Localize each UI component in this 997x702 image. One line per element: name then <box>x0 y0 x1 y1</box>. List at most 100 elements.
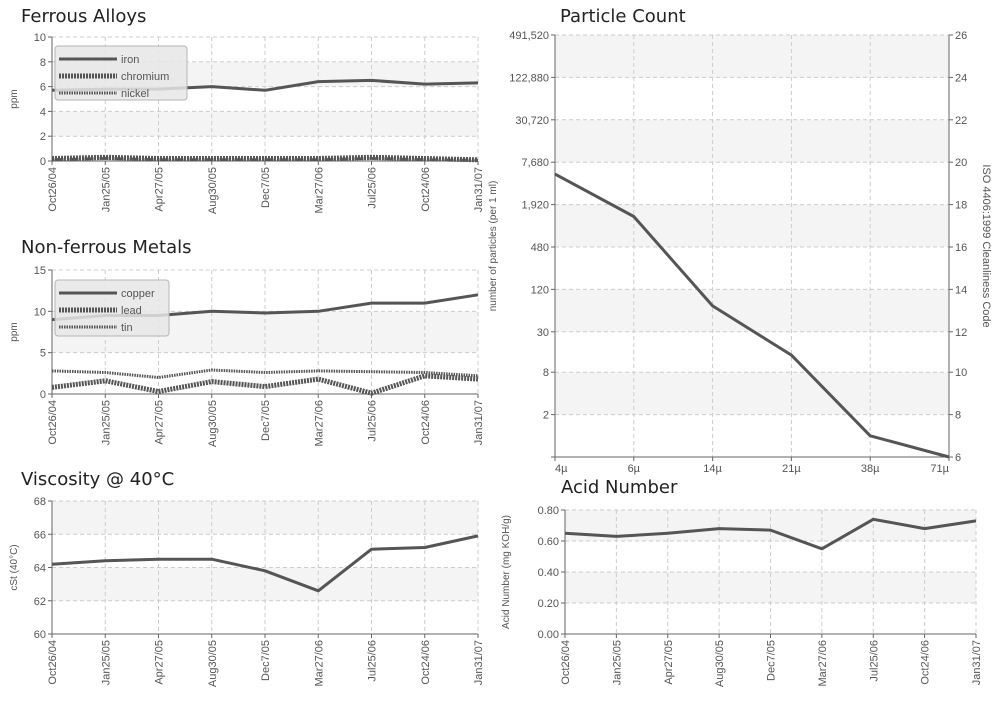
y-tick-label: 30 <box>537 327 549 339</box>
grid-band <box>555 372 949 415</box>
y-tick-label: 0.40 <box>538 567 559 579</box>
x-tick-label: Jan31/07 <box>473 400 485 445</box>
legend: copper lead tin <box>54 279 170 337</box>
series-line-nickel <box>51 157 479 162</box>
x-tick-label: Aug30/05 <box>714 640 726 687</box>
y-axis-title: number of particles (per 1 ml) <box>488 181 499 312</box>
grid-band <box>555 289 949 332</box>
y2-tick-label: 8 <box>955 410 961 422</box>
x-tick-label: Jan31/07 <box>971 640 983 685</box>
x-tick-label: Oct24/06 <box>420 167 432 212</box>
y-tick-label: 6 <box>40 82 46 94</box>
x-tick-label: Mar27/06 <box>817 640 829 686</box>
x-tick-label: Aug30/05 <box>207 640 219 687</box>
x-tick-label: Oct24/06 <box>920 640 932 685</box>
x-tick-label: Oct24/06 <box>420 640 432 685</box>
x-tick-label: Apr27/05 <box>154 167 166 212</box>
y-tick-label: 1,920 <box>521 200 549 212</box>
x-tick-label: Oct26/04 <box>47 167 59 212</box>
panel-viscosity: Viscosity @ 40°C 60 62 64 66 68 Oct26/04 Jan25… <box>0 464 490 702</box>
chart-title: Acid Number <box>561 477 678 498</box>
y-tick-label: 8 <box>40 57 46 69</box>
non-ferrous-metals-chart: 0 5 10 15 Oct26/04 Jan25/05 Apr27/05 Aug30/05 De… <box>9 265 485 447</box>
x-tick-label: Dec7/05 <box>766 640 778 681</box>
y-tick-label: 64 <box>34 563 46 575</box>
y-tick-label: 0.00 <box>538 629 559 641</box>
y-tick-label: 62 <box>34 596 46 608</box>
x-tick-label: Oct24/06 <box>420 400 432 445</box>
x-tick-label: 6µ <box>628 463 641 475</box>
x-tick-label: Jan25/05 <box>611 640 623 685</box>
y2-axis-title: ISO 4406:1999 Cleanliness Code <box>980 164 992 327</box>
x-tick-label: Aug30/05 <box>207 167 219 214</box>
x-tick-label: Apr27/05 <box>154 640 166 685</box>
x-tick-label: Mar27/06 <box>313 640 325 686</box>
y-axis-title: Acid Number (mg KOH/g) <box>501 515 512 629</box>
y-tick-label: 0.20 <box>538 598 559 610</box>
y-tick-label: 7,680 <box>521 157 549 169</box>
grid-band <box>555 119 949 163</box>
x-tick-label: Mar27/06 <box>313 400 325 446</box>
x-tick-label: Dec7/05 <box>260 640 272 681</box>
panel-acid: Acid Number 0.00 0.20 0.40 0.60 0.80 Oct26/04… <box>490 474 997 702</box>
x-tick-label: Apr27/05 <box>663 640 675 685</box>
y2-tick-label: 16 <box>955 242 967 254</box>
legend-label: iron <box>121 54 139 66</box>
legend: iron chromium nickel <box>54 45 188 101</box>
y-tick-label: 0 <box>40 156 46 168</box>
x-tick-label: Mar27/06 <box>313 167 325 213</box>
x-tick-label: Aug30/05 <box>207 400 219 447</box>
legend-label: nickel <box>121 88 149 100</box>
legend-label: lead <box>121 305 142 317</box>
x-tick-label: Jan25/05 <box>100 400 112 445</box>
legend-label: chromium <box>121 71 169 83</box>
x-tick-label: Jul25/06 <box>367 167 379 209</box>
y-axis-title: ppm <box>9 322 20 341</box>
x-tick-label: Oct26/04 <box>47 640 59 685</box>
y-tick-label: 15 <box>34 265 46 277</box>
x-tick-label: Apr27/05 <box>154 400 166 445</box>
chart-title: Non-ferrous Metals <box>21 237 192 258</box>
y2-tick-label: 24 <box>955 72 967 84</box>
x-tick-label: Jul25/06 <box>367 640 379 682</box>
x-tick-label: 38µ <box>861 463 880 475</box>
x-tick-label: 71µ <box>930 463 949 475</box>
series-line <box>554 172 950 459</box>
y-tick-label: 60 <box>34 629 46 641</box>
chart-title: Particle Count <box>560 6 686 27</box>
y2-tick-label: 22 <box>955 115 967 127</box>
y2-tick-label: 10 <box>955 367 967 379</box>
y2-tick-label: 14 <box>955 284 967 296</box>
viscosity-chart: 60 62 64 66 68 Oct26/04 Jan25/05 Apr27/05 Aug30/… <box>9 496 485 687</box>
x-tick-label: Oct26/04 <box>47 400 59 445</box>
y-tick-label: 4 <box>40 106 46 118</box>
y-tick-label: 66 <box>34 529 46 541</box>
x-tick-label: Jan25/05 <box>100 167 112 212</box>
y-tick-label: 10 <box>34 306 46 318</box>
x-tick-label: Jan31/07 <box>473 640 485 685</box>
legend-label: tin <box>121 322 133 334</box>
y2-tick-label: 18 <box>955 200 967 212</box>
series-line-lead <box>51 373 479 396</box>
y2-tick-label: 26 <box>955 30 967 42</box>
x-tick-label: Jul25/06 <box>367 400 379 442</box>
y-axis-title: cSt (40°C) <box>9 544 20 590</box>
x-tick-label: Dec7/05 <box>260 400 272 441</box>
particle-count-chart: 2 8 30 120 480 1,920 7,680 30,720 122,880 491,520… <box>488 30 992 475</box>
x-tick-label: 14µ <box>703 463 722 475</box>
panel-particle: Particle Count 2 8 30 120 480 1,920 7,680 30,72… <box>488 0 997 475</box>
panel-ferrous: Ferrous Alloys 0 2 4 6 8 10 Oct26/04 Jan25/05 Ap… <box>0 0 490 230</box>
chart-title: Ferrous Alloys <box>21 6 147 27</box>
y2-tick-label: 20 <box>955 157 967 169</box>
y-tick-label: 68 <box>34 496 46 508</box>
y2-tick-label: 6 <box>955 452 961 464</box>
y-tick-label: 0 <box>40 389 46 401</box>
y-tick-label: 2 <box>40 131 46 143</box>
x-tick-label: Jul25/06 <box>868 640 880 682</box>
x-tick-label: 4µ <box>555 463 568 475</box>
y-tick-label: 2 <box>543 410 549 422</box>
grid-band <box>555 204 949 247</box>
chart-title: Viscosity @ 40°C <box>21 469 175 490</box>
y-tick-label: 120 <box>531 284 549 296</box>
panel-nonferrous: Non-ferrous Metals 0 5 10 15 Oct26/04 Jan25/0… <box>0 230 490 470</box>
